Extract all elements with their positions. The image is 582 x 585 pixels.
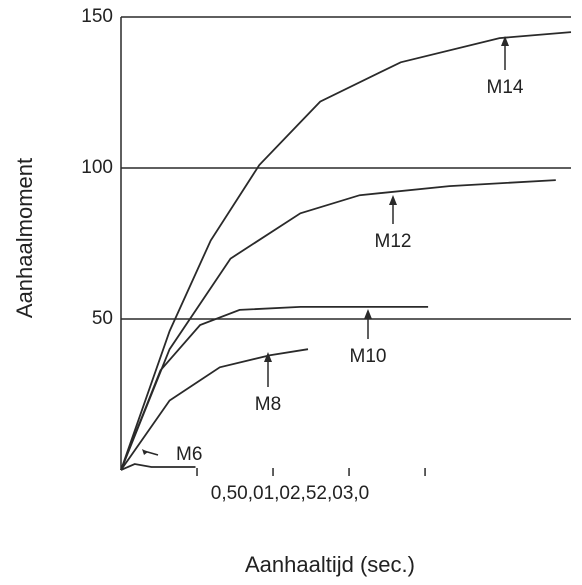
arrow-head [501, 36, 509, 46]
y-axis-label: Aanhaalmoment [12, 158, 37, 318]
arrow-head [142, 449, 148, 455]
y-tick-label: 50 [92, 308, 113, 329]
line [120, 463, 196, 471]
arrow-head [389, 195, 397, 205]
line [120, 306, 429, 471]
series-label: M10 [350, 346, 387, 367]
line [120, 179, 556, 471]
x-axis-label: Aanhaaltijd (sec.) [245, 552, 415, 577]
x-tick-labels: 0,50,01,02,52,03,0 [211, 483, 369, 504]
y-tick-label: 150 [81, 6, 113, 27]
series-label: M8 [255, 394, 281, 415]
series-label: M12 [375, 231, 412, 252]
line [120, 31, 572, 471]
arrow-head [264, 352, 272, 362]
line [120, 348, 309, 471]
arrow-head [364, 309, 372, 319]
y-tick-label: 100 [81, 157, 113, 178]
series-label: M6 [176, 444, 202, 465]
series-label: M14 [487, 77, 524, 98]
